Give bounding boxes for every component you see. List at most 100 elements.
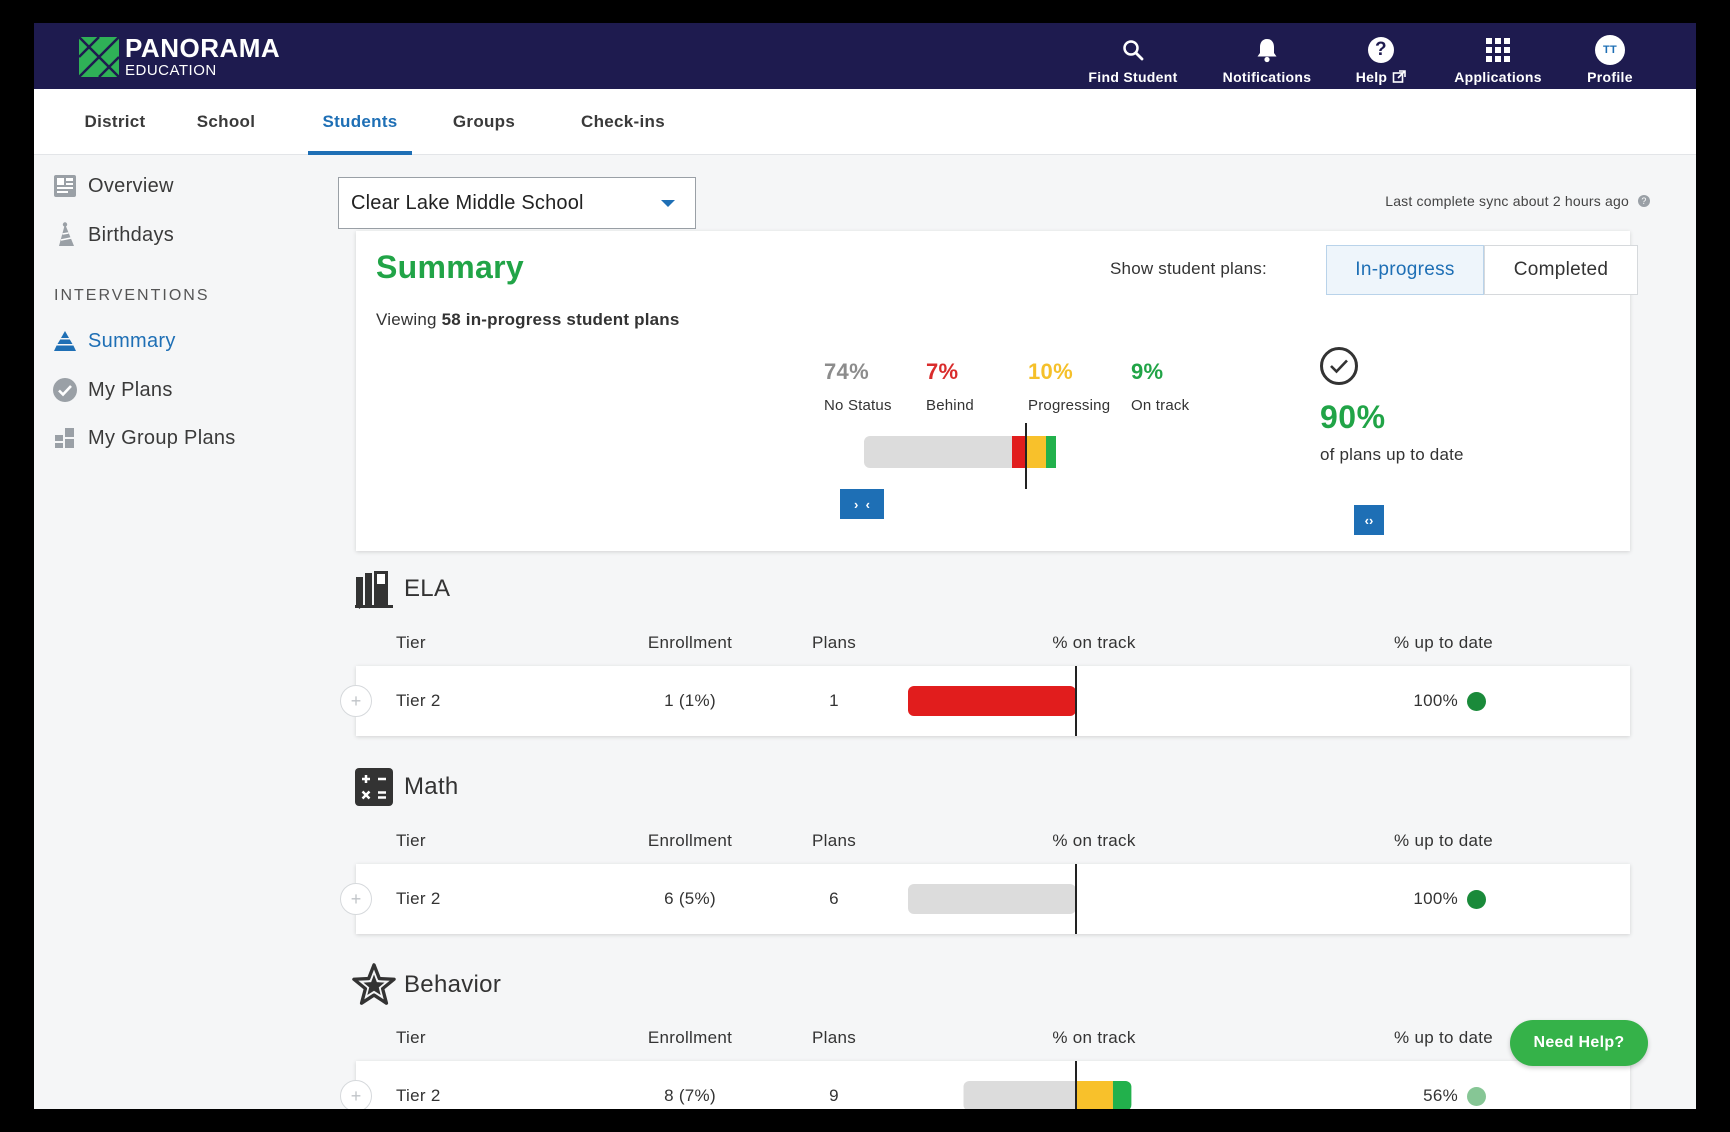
row-up-to-date: 100%: [1356, 864, 1486, 934]
section-math-title: Math: [404, 773, 459, 800]
col-up-to-date: % up to date: [1394, 1028, 1494, 1047]
avatar: TT: [1595, 35, 1625, 65]
nav-find-student[interactable]: Find Student: [1080, 29, 1186, 85]
viewing-count: Viewing 58 in-progress student plans: [376, 310, 680, 330]
row-tier: Tier 2: [396, 889, 441, 908]
summary-status-bar: [864, 423, 1056, 489]
row-up-to-date: 100%: [1356, 666, 1486, 736]
checkmark-circle-icon: [1320, 347, 1358, 385]
status-dot: [1467, 691, 1486, 711]
stat-progressing-label: Progressing: [1028, 397, 1111, 414]
col-plans: Plans: [811, 831, 857, 850]
stat-on-track-label: On track: [1131, 397, 1190, 414]
col-tier: Tier: [396, 831, 426, 850]
tab-district[interactable]: District: [84, 112, 146, 131]
code-toggle-button[interactable]: ‹›: [1354, 505, 1384, 535]
section-behavior: Behavior: [352, 963, 501, 1007]
table-row: + Tier 2 8 (7%) 9 56%: [340, 1061, 1630, 1109]
expand-row-icon[interactable]: +: [340, 1080, 372, 1109]
nav-help[interactable]: ? Help: [1352, 29, 1410, 85]
grid-apps-icon: [1486, 35, 1510, 65]
panorama-logo-mark: [79, 36, 119, 77]
bar-segment-progressing: [1026, 436, 1046, 468]
panorama-logo[interactable]: PANORAMA EDUCATION: [79, 35, 280, 78]
row-plans: 6: [829, 889, 839, 908]
books-icon: [352, 567, 396, 611]
row-enrollment: 6 (5%): [664, 889, 716, 908]
stat-no-status-pct: 74%: [824, 359, 869, 384]
search-icon: [1122, 35, 1144, 65]
col-up-to-date: % up to date: [1394, 633, 1494, 652]
sidebar-birthdays-label: Birthdays: [88, 223, 175, 246]
section-math: Math: [352, 765, 459, 809]
col-plans: Plans: [811, 1028, 857, 1047]
stat-behind: 7% Behind: [926, 359, 974, 414]
stat-on-track-pct: 9%: [1131, 359, 1164, 384]
nav-applications[interactable]: Applications: [1448, 29, 1548, 85]
table-row: + Tier 2 6 (5%) 6 100%: [340, 864, 1630, 934]
row-plans: 1: [829, 691, 839, 710]
expand-row-icon[interactable]: +: [340, 685, 372, 717]
row-enrollment: 1 (1%): [664, 691, 716, 710]
sidebar-my-plans-label: My Plans: [88, 378, 173, 401]
col-enrollment: Enrollment: [647, 831, 733, 850]
row-on-track-bar: [908, 666, 1077, 736]
brand-sub: EDUCATION: [125, 62, 217, 79]
bar-segments: [963, 1081, 1132, 1109]
tab-groups[interactable]: Groups: [452, 112, 516, 131]
tab-school[interactable]: School: [196, 112, 256, 131]
collapse-bar-button[interactable]: › ‹: [840, 489, 884, 519]
top-nav-bar: PANORAMA EDUCATION Find Student Notifica…: [34, 23, 1696, 89]
sync-status: Last complete sync about 2 hours ago ?: [1385, 193, 1650, 209]
up-to-date-percent: 90%: [1320, 399, 1386, 435]
overview-icon: [52, 173, 78, 199]
status-dot: [1467, 1086, 1486, 1106]
row-up-to-date-value: 100%: [1413, 889, 1458, 908]
viewing-prefix: Viewing: [376, 310, 442, 329]
nav-notifications[interactable]: Notifications: [1218, 29, 1316, 85]
toggle-completed[interactable]: Completed: [1484, 245, 1638, 295]
expand-row-icon[interactable]: +: [340, 883, 372, 915]
sidebar-item-overview[interactable]: Overview: [52, 173, 174, 199]
stat-behind-pct: 7%: [926, 359, 959, 384]
row-tier: Tier 2: [396, 691, 441, 710]
row-enrollment: 8 (7%): [664, 1086, 716, 1105]
summary-title: Summary: [376, 249, 524, 285]
bar-segment-behind: [1012, 436, 1026, 468]
bell-icon: [1256, 35, 1278, 65]
sidebar-item-summary[interactable]: Summary: [52, 328, 176, 354]
bar-segments: [908, 884, 1076, 914]
stat-progressing-pct: 10%: [1028, 359, 1073, 384]
sidebar-item-my-group-plans[interactable]: My Group Plans: [52, 425, 236, 451]
sidebar-item-my-plans[interactable]: My Plans: [52, 377, 173, 403]
nav-applications-label: Applications: [1454, 69, 1542, 85]
stat-behind-label: Behind: [926, 397, 974, 414]
school-select[interactable]: Clear Lake Middle School: [338, 177, 696, 229]
nav-profile[interactable]: TT Profile: [1580, 29, 1640, 85]
bar-segments: [908, 686, 1076, 716]
row-up-to-date-value: 56%: [1423, 1086, 1458, 1105]
sidebar-item-birthdays[interactable]: Birthdays: [52, 222, 174, 248]
viewing-bold: 58 in-progress student plans: [441, 310, 680, 329]
bar-segment-on-track: [1046, 436, 1056, 468]
col-up-to-date: % up to date: [1394, 831, 1494, 850]
party-hat-icon: [52, 222, 78, 248]
col-tier: Tier: [396, 633, 426, 652]
help-icon: ?: [1368, 35, 1394, 65]
bar-segment-no-status: [908, 884, 1076, 914]
bar-segment-on-track: [1112, 1081, 1132, 1109]
help-tooltip-icon[interactable]: ?: [1638, 195, 1650, 207]
section-ela: ELA: [352, 567, 450, 611]
app-window: PANORAMA EDUCATION Find Student Notifica…: [34, 23, 1696, 1109]
brand-name: PANORAMA: [125, 33, 281, 63]
bar-segment-progressing: [1076, 1081, 1113, 1109]
tab-students[interactable]: Students: [308, 89, 412, 155]
tab-check-ins[interactable]: Check-ins: [581, 112, 665, 131]
row-plans: 9: [829, 1086, 839, 1105]
bar-segment-behind: [908, 686, 1076, 716]
section-ela-title: ELA: [404, 575, 451, 602]
nav-notifications-label: Notifications: [1222, 69, 1312, 85]
show-plans-label: Show student plans:: [1110, 259, 1267, 278]
toggle-in-progress[interactable]: In-progress: [1326, 245, 1484, 295]
need-help-button[interactable]: Need Help?: [1510, 1020, 1648, 1066]
